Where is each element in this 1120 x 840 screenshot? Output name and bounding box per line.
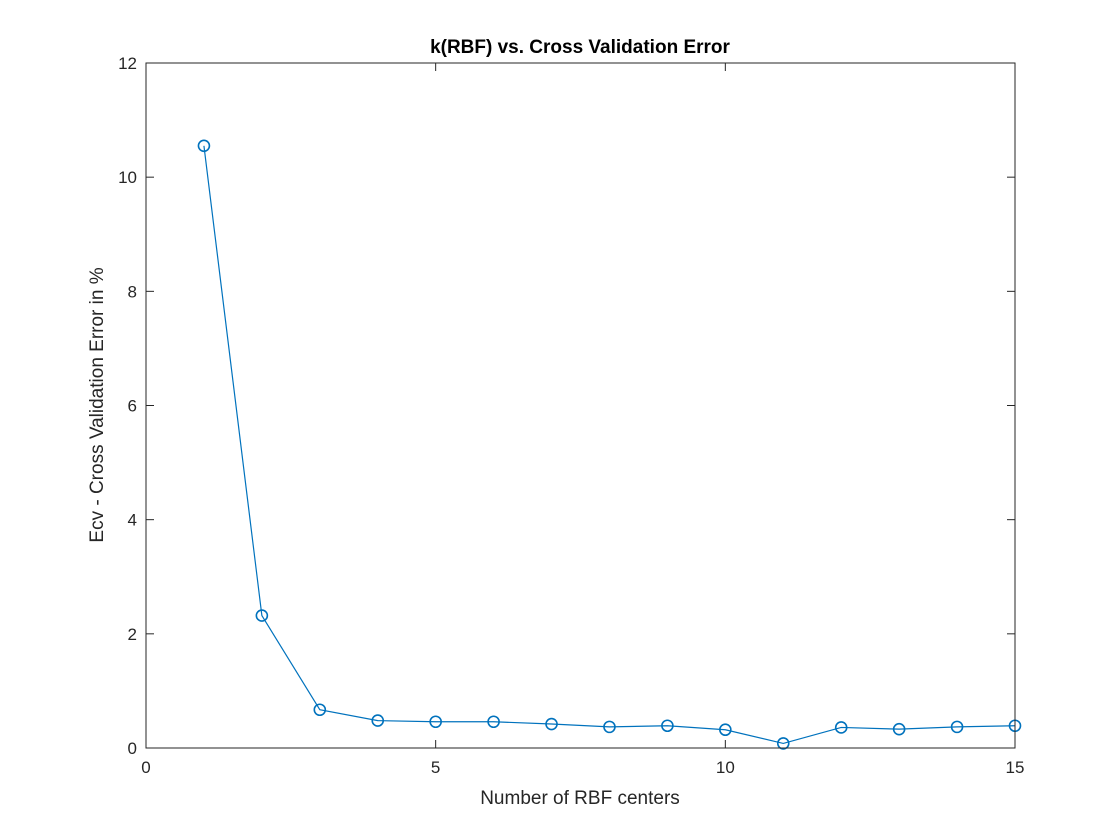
x-tick-label: 10 [716,758,735,777]
data-point [429,715,442,729]
chart-title: k(RBF) vs. Cross Validation Error [430,37,730,58]
y-axis-title: Ecv - Cross Validation Error in % [87,267,108,542]
data-point [892,722,906,736]
data-point [719,723,732,737]
data-series [197,139,1022,750]
tick-labels: 0 5 10 15 0 2 4 6 8 10 12 [118,54,1024,777]
plot-area [146,63,1015,748]
data-point [834,721,848,734]
data-point [313,703,327,717]
data-point [371,714,385,727]
y-tick-label: 6 [128,397,137,416]
y-tick-label: 12 [118,54,137,73]
data-point [950,720,964,734]
data-point [776,737,790,750]
y-tick-label: 8 [128,282,137,301]
x-tick-label: 15 [1006,758,1025,777]
data-point [487,715,500,729]
y-tick-label: 0 [128,739,137,758]
y-tick-label: 2 [128,625,137,644]
data-point [545,717,558,731]
y-tick-label: 10 [118,168,137,187]
plot-frame [145,62,1016,749]
x-tick-label: 0 [141,758,150,777]
x-axis-title: Number of RBF centers [480,788,680,809]
data-point [603,720,616,734]
data-point [197,139,211,153]
series-line [203,145,1016,745]
data-point [255,609,269,622]
x-tick-label: 5 [431,758,440,777]
data-point [661,719,674,733]
y-tick-label: 4 [128,511,137,530]
